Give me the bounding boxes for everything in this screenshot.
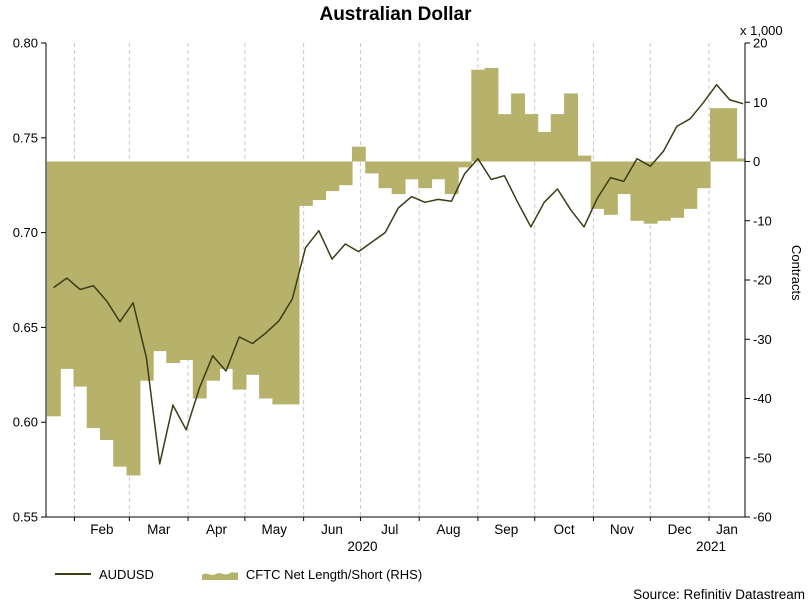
svg-text:0.80: 0.80: [13, 36, 38, 51]
legend-label-cftc: CFTC Net Length/Short (RHS): [245, 566, 423, 582]
svg-text:0.60: 0.60: [13, 415, 38, 430]
cftc-bars: [46, 67, 745, 476]
svg-text:0.55: 0.55: [13, 510, 38, 525]
svg-text:2020: 2020: [347, 539, 377, 554]
svg-text:Jul: Jul: [381, 522, 398, 537]
legend-label-audusd: AUDUSD: [99, 566, 154, 582]
svg-text:Dec: Dec: [668, 522, 692, 537]
svg-text:10: 10: [753, 95, 767, 110]
right-axis-title: Contracts: [789, 245, 804, 301]
svg-text:Mar: Mar: [147, 522, 171, 537]
svg-text:-10: -10: [753, 213, 772, 228]
svg-text:-50: -50: [753, 450, 772, 465]
plot-svg: 0.80 0.75 0.70 0.65 0.60 0.55 20 10 0 -10 -20 -30 -4…: [13, 36, 772, 555]
cftc-area-swatch: [201, 572, 238, 580]
svg-text:20: 20: [753, 36, 767, 51]
audusd-line: [53, 83, 744, 465]
right-axis-unit-label: x 1,000: [740, 23, 783, 38]
audusd-line-swatch: [55, 573, 91, 575]
chart-legend: AUDUSD CFTC Net Length/Short (RHS): [55, 566, 422, 582]
month-labels: Feb Mar Apr May Jun Jul Aug Sep Oct Nov Dec Jan: [90, 522, 738, 537]
svg-text:0.75: 0.75: [13, 130, 38, 145]
svg-text:-20: -20: [753, 273, 772, 288]
source-credit: Source: Refinitiv Datastream: [633, 587, 805, 602]
svg-text:0.70: 0.70: [13, 225, 38, 240]
svg-text:Aug: Aug: [437, 522, 461, 537]
svg-text:0: 0: [753, 154, 760, 169]
svg-text:-40: -40: [753, 391, 772, 406]
svg-text:0.65: 0.65: [13, 320, 38, 335]
svg-text:-60: -60: [753, 510, 772, 525]
chart-title: Australian Dollar: [319, 4, 472, 25]
svg-text:Sep: Sep: [494, 522, 518, 537]
right-axis-labels: 20 10 0 -10 -20 -30 -40 -50 -60: [745, 36, 772, 525]
svg-text:Feb: Feb: [90, 522, 113, 537]
legend-item-cftc: CFTC Net Length/Short (RHS): [201, 566, 423, 582]
year-labels: 2020 2021: [347, 539, 726, 554]
svg-text:Oct: Oct: [554, 522, 575, 537]
svg-text:Jan: Jan: [716, 522, 738, 537]
svg-text:Nov: Nov: [610, 522, 634, 537]
svg-text:Apr: Apr: [206, 522, 228, 537]
svg-text:Jun: Jun: [321, 522, 343, 537]
svg-text:-30: -30: [753, 332, 772, 347]
svg-text:2021: 2021: [696, 539, 726, 554]
legend-item-audusd: AUDUSD: [55, 567, 154, 582]
left-axis-labels: 0.80 0.75 0.70 0.65 0.60 0.55: [13, 36, 46, 525]
svg-text:May: May: [262, 522, 288, 537]
